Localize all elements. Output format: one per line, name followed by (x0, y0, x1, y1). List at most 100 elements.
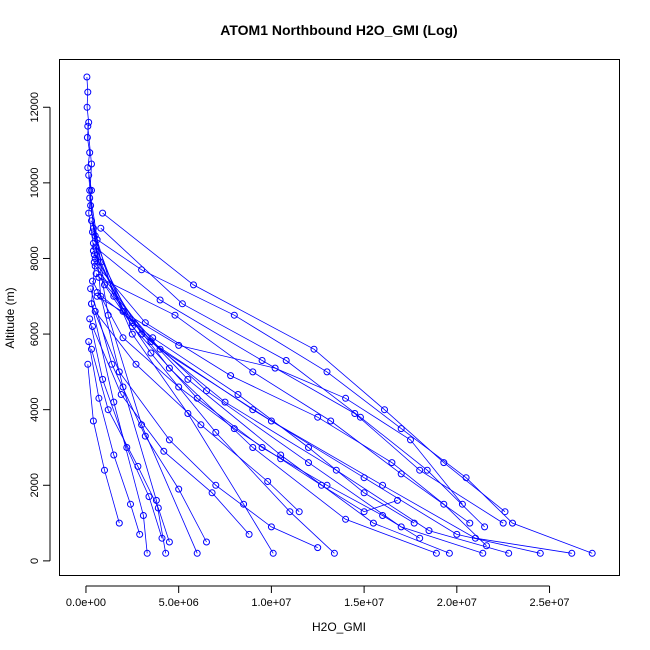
data-point (267, 417, 275, 425)
data-point (90, 258, 98, 266)
data-point (165, 538, 173, 546)
data-point (314, 544, 322, 552)
data-point (89, 239, 97, 247)
data-point (227, 372, 235, 380)
data-point (89, 277, 96, 285)
data-point (85, 209, 93, 217)
data-point (184, 410, 192, 417)
data-point (360, 474, 368, 482)
data-point (471, 534, 479, 542)
profile-line-20 (96, 295, 463, 505)
y-tick-label: 10000 (29, 168, 41, 199)
data-point (536, 549, 544, 557)
data-point (156, 345, 164, 353)
data-point (85, 171, 93, 179)
data-point (87, 202, 95, 209)
data-point (160, 447, 168, 455)
data-point (93, 292, 101, 300)
data-point (93, 236, 101, 244)
data-point (323, 368, 331, 376)
data-point (245, 530, 253, 538)
data-point (84, 122, 92, 130)
data-point (423, 466, 431, 474)
data-point (342, 515, 350, 523)
profile-line-21 (88, 341, 141, 535)
data-point (203, 387, 210, 395)
profile-line-13 (91, 303, 318, 548)
data-point (134, 462, 142, 470)
profile-line-22 (87, 364, 120, 524)
data-point (212, 428, 220, 436)
data-point (305, 459, 312, 467)
data-point (84, 360, 92, 368)
data-point (193, 549, 201, 557)
x-axis-label: H2O_GMI (312, 620, 366, 634)
data-point (212, 481, 220, 489)
profile-line-19 (94, 246, 504, 524)
profile-line-7 (92, 231, 450, 554)
profile-line-29 (102, 212, 506, 513)
data-point (141, 319, 149, 327)
data-point (83, 103, 91, 111)
profile-line-5 (90, 205, 335, 554)
data-point (310, 345, 318, 353)
data-point (271, 364, 279, 372)
data-point (407, 436, 414, 444)
data-point (432, 549, 440, 557)
data-point (91, 243, 99, 251)
data-point (379, 481, 387, 489)
data-point (184, 375, 192, 383)
data-point (89, 247, 97, 255)
data-point (89, 228, 96, 236)
data-point (85, 338, 93, 346)
data-point (221, 398, 229, 406)
data-point (108, 360, 116, 368)
data-point (88, 160, 95, 168)
data-point (97, 292, 105, 300)
data-point (165, 364, 173, 372)
data-point (139, 512, 147, 519)
data-point (190, 281, 197, 289)
data-point (588, 549, 596, 557)
data-point (86, 194, 94, 202)
data-point (462, 474, 470, 482)
profile-line-12 (96, 239, 593, 554)
y-tick-label: 0 (29, 558, 41, 564)
data-point (258, 444, 266, 451)
data-point (99, 209, 107, 217)
data-point (286, 508, 294, 516)
data-point (466, 519, 474, 527)
data-point (86, 186, 94, 194)
data-point (95, 394, 103, 402)
data-point (175, 485, 183, 493)
data-point (381, 406, 388, 414)
data-point (89, 417, 97, 425)
data-point (197, 421, 205, 429)
data-point (143, 549, 151, 557)
profile-line-23 (91, 349, 170, 543)
data-point (277, 455, 285, 463)
data-point (147, 338, 155, 346)
data-point (101, 466, 108, 474)
data-point (175, 383, 183, 391)
y-tick-label: 8000 (29, 246, 41, 270)
data-point (356, 413, 364, 421)
data-point (138, 266, 146, 274)
x-tick-label: 1.5e+07 (344, 597, 384, 609)
data-point (165, 436, 173, 444)
data-point (123, 444, 131, 451)
data-point (269, 549, 277, 557)
data-point (445, 549, 453, 557)
data-point (110, 292, 118, 300)
profile-line-4 (89, 190, 274, 554)
data-point (86, 149, 94, 157)
data-point (332, 466, 340, 474)
data-point (249, 406, 257, 414)
data-point (314, 413, 322, 421)
data-point (128, 323, 136, 330)
data-point (95, 273, 103, 281)
plot-frame (59, 59, 620, 576)
y-tick-label: 4000 (29, 397, 41, 421)
data-point (234, 391, 242, 398)
